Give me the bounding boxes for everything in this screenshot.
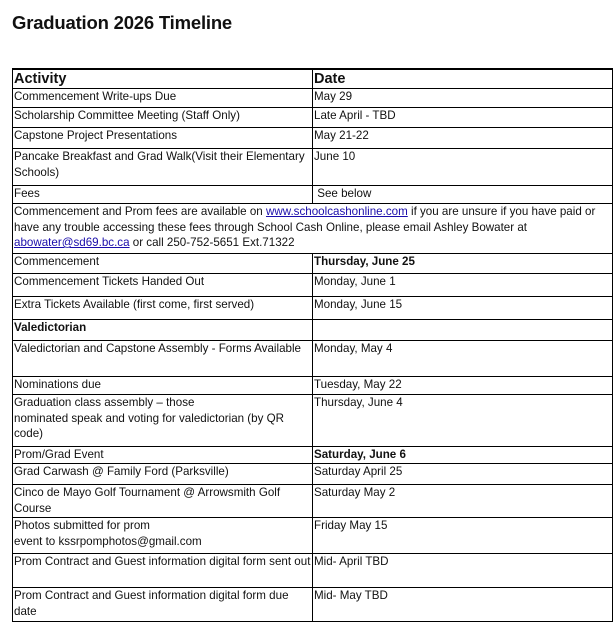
table-row: Extra Tickets Available (first come, fir… [12,296,613,320]
activity-cell: Grad Carwash @ Family Ford (Parksville) [12,463,313,485]
table-row: Grad Carwash @ Family Ford (Parksville) S… [12,463,613,485]
activity-cell: Fees [12,185,313,204]
fees-note-text: if you are unsure if you have paid or ha… [14,205,596,234]
date-cell: Friday May 15 [312,517,613,554]
date-cell: Mid- April TBD [312,553,613,588]
table-row: Prom Contract and Guest information digi… [12,553,613,588]
date-cell: Thursday, June 4 [312,394,613,447]
date-cell: See below [312,185,613,204]
table-row: Cinco de Mayo Golf Tournament @ Arrowsmi… [12,484,613,518]
date-cell: Saturday May 2 [312,484,613,518]
activity-cell: Pancake Breakfast and Grad Walk(Visit th… [12,148,313,186]
table-row: Pancake Breakfast and Grad Walk(Visit th… [12,148,613,186]
table-row: Fees See below [12,185,613,204]
timeline-table: Activity Date Commencement Write-ups Due… [12,68,613,622]
activity-cell: Commencement Write-ups Due [12,88,313,108]
date-cell: Saturday April 25 [312,463,613,485]
date-cell: Monday, June 15 [312,296,613,320]
schoolcash-link[interactable]: www.schoolcashonline.com [265,205,408,218]
date-cell: Saturday, June 6 [312,446,613,464]
table-row: Commencement Thursday, June 25 [12,253,613,274]
table-row: Prom Contract and Guest information digi… [12,587,613,622]
activity-cell: Extra Tickets Available (first come, fir… [12,296,313,320]
section-heading: Valedictorian [12,319,313,341]
fees-note: Commencement and Prom fees are available… [12,203,613,254]
date-cell: June 10 [312,148,613,186]
date-cell: Mid- May TBD [312,587,613,622]
table-row: Scholarship Committee Meeting (Staff Onl… [12,107,613,128]
fees-note-text: Commencement and Prom fees are available… [14,205,266,218]
date-cell: May 21-22 [312,127,613,149]
activity-line: Graduation class assembly – those [14,396,195,409]
date-header: Date [312,68,613,89]
activity-cell: Commencement Tickets Handed Out [12,273,313,297]
activity-cell: Commencement [12,253,313,274]
activity-cell: Nominations due [12,376,313,395]
activity-cell: Valedictorian and Capstone Assembly - Fo… [12,340,313,377]
page-title: Graduation 2026 Timeline [12,12,233,33]
activity-line: nominated speak and voting for valedicto… [14,411,285,441]
activity-cell: Capstone Project Presentations [12,127,313,149]
activity-cell: Prom Contract and Guest information digi… [12,553,313,588]
activity-line: Photos submitted for prom [14,519,150,532]
fees-note-text: or call 250-752-5651 Ext.71322 [129,236,295,249]
table-row: Capstone Project Presentations May 21-22 [12,127,613,149]
date-cell: Tuesday, May 22 [312,376,613,395]
activity-cell: Photos submitted for prom event to kssrpo… [12,517,313,554]
activity-header: Activity [12,68,313,89]
table-row: Valedictorian [12,319,613,341]
date-cell: Thursday, June 25 [312,253,613,274]
table-header: Activity Date [12,68,613,89]
date-cell: Late April - TBD [312,107,613,128]
table-row: Commencement Write-ups Due May 29 [12,88,613,108]
table-row: Commencement Tickets Handed Out Monday, J… [12,273,613,297]
table-row: Prom/Grad Event Saturday, June 6 [12,446,613,464]
email-link[interactable]: abowater@sd69.bc.ca [14,236,130,249]
date-cell: May 29 [312,88,613,108]
table-row: Graduation class assembly – those nominat… [12,394,613,447]
activity-cell: Prom/Grad Event [12,446,313,464]
table-row: Nominations due Tuesday, May 22 [12,376,613,395]
date-cell [312,319,613,341]
date-cell: Monday, May 4 [312,340,613,377]
table-row: Valedictorian and Capstone Assembly - Fo… [12,340,613,377]
activity-cell: Graduation class assembly – those nominat… [12,394,313,447]
activity-cell: Scholarship Committee Meeting (Staff Onl… [12,107,313,128]
date-cell: Monday, June 1 [312,273,613,297]
activity-line: event to kssrpomphotos@gmail.com [14,534,202,548]
fees-note-row: Commencement and Prom fees are available… [12,203,613,254]
table-row: Photos submitted for prom event to kssrpo… [12,517,613,554]
activity-cell: Prom Contract and Guest information digi… [12,587,313,622]
activity-cell: Cinco de Mayo Golf Tournament @ Arrowsmi… [12,484,313,518]
